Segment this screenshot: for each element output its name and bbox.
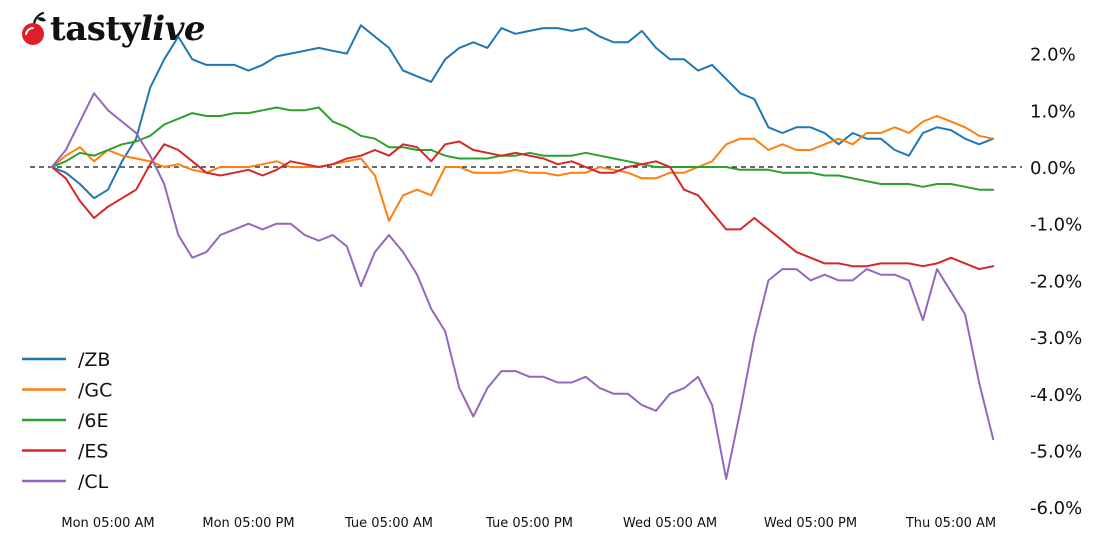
- y-tick-label: -2.0%: [1030, 271, 1082, 292]
- series-line-es: [50, 140, 995, 271]
- legend-label: /GC: [78, 380, 112, 402]
- series-line-cl: [50, 92, 995, 480]
- x-tick-label: Tue 05:00 PM: [485, 516, 573, 531]
- legend-label: /ES: [78, 441, 108, 463]
- y-tick-label: -6.0%: [1030, 498, 1082, 519]
- y-tick-label: 2.0%: [1030, 45, 1076, 66]
- y-tick-label: -5.0%: [1030, 442, 1082, 463]
- x-tick-label: Wed 05:00 AM: [623, 516, 717, 531]
- logo-text-a: tasty: [50, 9, 140, 49]
- series-line-6e: [50, 106, 995, 191]
- legend-label: /6E: [78, 410, 109, 432]
- y-tick-label: 1.0%: [1030, 101, 1076, 122]
- tastylive-logo: tastylive: [18, 9, 206, 49]
- x-tick-label: Mon 05:00 PM: [202, 516, 294, 531]
- series-line-gc: [50, 115, 995, 222]
- x-tick-label: Mon 05:00 AM: [61, 516, 154, 531]
- y-tick-label: 0.0%: [1030, 158, 1076, 179]
- y-tick-label: -3.0%: [1030, 328, 1082, 349]
- x-tick-label: Wed 05:00 PM: [764, 516, 857, 531]
- logo-wordmark: tastylive: [50, 9, 206, 49]
- cherry-icon: [22, 12, 46, 45]
- x-tick-label: Thu 05:00 AM: [905, 516, 996, 531]
- legend-label: /ZB: [78, 349, 110, 371]
- y-tick-label: -4.0%: [1030, 385, 1082, 406]
- cherry-body: [22, 23, 44, 45]
- legend-label: /CL: [78, 471, 109, 493]
- x-tick-label: Tue 05:00 AM: [344, 516, 433, 531]
- logo-text-b: live: [139, 9, 206, 49]
- series-line-zb: [50, 24, 995, 200]
- y-tick-label: -1.0%: [1030, 215, 1082, 236]
